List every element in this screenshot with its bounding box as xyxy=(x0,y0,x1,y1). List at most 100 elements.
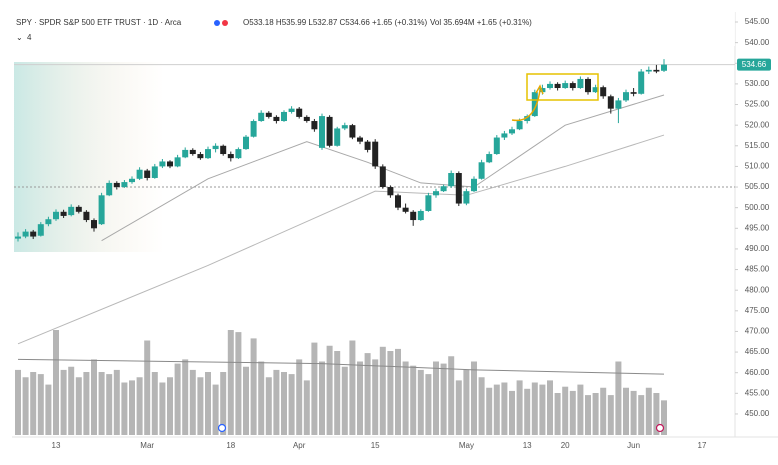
candle-body xyxy=(113,182,120,188)
candle-body xyxy=(129,178,135,183)
volume-bar xyxy=(615,361,622,435)
candle-body xyxy=(83,211,90,221)
candle-body xyxy=(151,166,158,178)
candle-body xyxy=(205,149,211,159)
candle-body xyxy=(471,178,477,192)
y-tick-label: 470.00 xyxy=(745,327,770,336)
flag-icon xyxy=(222,20,228,26)
volume-bar xyxy=(75,377,82,435)
volume-bar xyxy=(113,369,120,435)
candle-body xyxy=(623,92,629,101)
symbol-title[interactable]: SPY · SPDR S&P 500 ETF TRUST · 1D · Arca xyxy=(16,18,182,27)
volume-bar xyxy=(372,359,379,435)
candle-body xyxy=(68,206,75,216)
volume-bar xyxy=(30,372,37,435)
candle-body xyxy=(106,182,113,196)
candle-body xyxy=(281,111,287,122)
indicator-count[interactable]: 4 xyxy=(27,33,32,42)
ma-line xyxy=(101,94,665,242)
volume-bar xyxy=(524,388,531,435)
volume-bar xyxy=(417,369,424,435)
candle-body xyxy=(296,108,303,117)
volume-bar xyxy=(220,372,227,435)
candle-body xyxy=(486,154,493,163)
candle-body xyxy=(501,133,508,138)
candle-body xyxy=(60,211,67,216)
candle-body xyxy=(569,83,576,89)
volume-bar xyxy=(129,380,135,435)
candle-body xyxy=(319,116,325,148)
volume-bar xyxy=(281,372,287,435)
candle-body xyxy=(189,149,196,155)
y-tick-label: 450.00 xyxy=(745,409,770,418)
volume-bar xyxy=(661,400,667,435)
candle-body xyxy=(220,145,227,155)
candle-body xyxy=(311,121,318,130)
volume-bar xyxy=(68,366,75,435)
volume-bar xyxy=(577,384,584,435)
volume-bar xyxy=(265,377,272,435)
volume-bar xyxy=(395,348,401,435)
candle-body xyxy=(440,186,447,192)
last-price-tag xyxy=(737,58,771,71)
candle-body xyxy=(387,187,394,196)
candle-body xyxy=(243,136,249,150)
candle-body xyxy=(607,96,614,109)
candle-body xyxy=(136,169,143,179)
y-tick-label: 465.00 xyxy=(745,347,770,356)
candle-body xyxy=(334,128,341,146)
volume-bar xyxy=(83,372,90,435)
candle-body xyxy=(577,78,584,89)
volume-bar xyxy=(45,384,52,435)
y-tick-label: 460.00 xyxy=(745,368,770,377)
volume-bar xyxy=(197,377,204,435)
ohlc-readout: O533.18 H535.99 L532.87 C534.66 +1.65 (+… xyxy=(243,18,427,27)
volume-bar xyxy=(364,353,371,435)
volume-bar xyxy=(410,365,417,435)
candle-body xyxy=(448,173,455,187)
volume-bar xyxy=(189,369,196,435)
x-tick-label: Jun xyxy=(627,441,640,450)
y-tick-label: 530.00 xyxy=(745,79,770,88)
x-tick-label: May xyxy=(459,441,474,450)
volume-bar xyxy=(623,387,629,435)
candle-body xyxy=(265,112,272,117)
volume-bar xyxy=(205,372,211,435)
y-tick-label: 515.00 xyxy=(745,141,770,150)
candle-body xyxy=(524,116,531,122)
candle-body xyxy=(326,116,333,146)
volume-bar xyxy=(501,382,508,435)
x-tick-label: 15 xyxy=(371,441,380,450)
collapse-icon[interactable]: ⌄ xyxy=(16,33,23,42)
volume-bar xyxy=(273,369,280,435)
y-tick-label: 500.00 xyxy=(745,203,770,212)
y-tick-label: 525.00 xyxy=(745,100,770,109)
volume-bar xyxy=(486,387,493,435)
volume-bar xyxy=(425,374,432,435)
candle-body xyxy=(539,88,546,93)
volume-bar xyxy=(91,359,97,435)
candle-body xyxy=(379,166,386,188)
candle-body xyxy=(22,231,29,237)
candle-body xyxy=(227,154,234,159)
event-marker[interactable] xyxy=(655,423,665,433)
candle-body xyxy=(433,191,439,196)
volume-bar xyxy=(258,361,265,435)
plot-area: 545.00540.00535.00530.00525.00520.00515.… xyxy=(14,17,770,450)
volume-readout: Vol 35.694M +1.65 (+0.31%) xyxy=(430,18,532,27)
volume-bar xyxy=(645,387,652,435)
volume-ma-line xyxy=(17,358,665,375)
candle-body xyxy=(531,92,538,117)
event-marker[interactable] xyxy=(217,423,227,433)
y-tick-label: 480.00 xyxy=(745,285,770,294)
x-tick-label: 18 xyxy=(226,441,235,450)
candle-body xyxy=(37,224,44,236)
candle-body xyxy=(197,154,204,159)
candle-body xyxy=(547,83,553,89)
candle-body xyxy=(509,129,515,134)
volume-bar xyxy=(98,372,105,435)
volume-bar xyxy=(319,361,325,435)
volume-bar xyxy=(471,361,477,435)
candle-body xyxy=(653,69,660,72)
candle-body xyxy=(212,145,219,150)
